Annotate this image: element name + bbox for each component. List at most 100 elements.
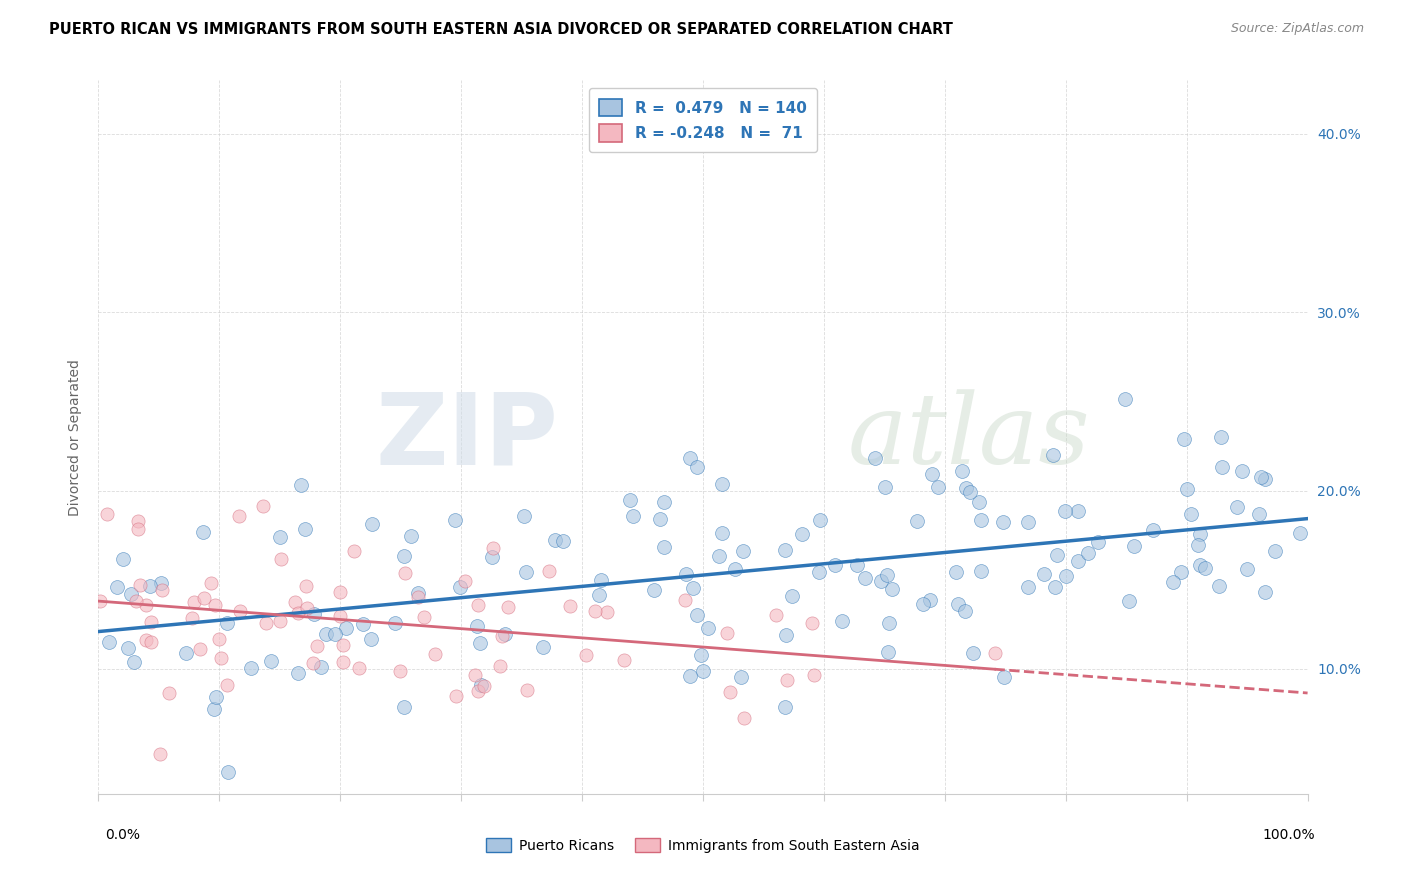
Point [105,580,128,594]
Point [967,495,990,509]
Point [139,579,162,593]
Point [449,580,471,594]
Point [217,616,239,631]
Point [955,604,977,618]
Point [773,700,796,714]
Y-axis label: Divorced or Separated: Divorced or Separated [67,359,82,516]
Point [183,595,205,609]
Point [613,653,636,667]
Point [643,583,665,598]
Point [1264,544,1286,558]
Point [494,627,516,641]
Point [1170,565,1192,579]
Point [696,622,718,636]
Point [595,605,617,619]
Point [1142,523,1164,537]
Point [927,480,949,494]
Point [876,567,898,582]
Point [204,599,226,613]
Point [589,574,612,588]
Point [716,626,738,640]
Point [139,615,162,630]
Point [239,660,262,674]
Point [217,678,239,692]
Point [120,587,142,601]
Point [1289,526,1312,541]
Point [361,517,384,532]
Point [399,529,422,543]
Point [1161,575,1184,590]
Point [284,595,307,609]
Point [157,686,180,700]
Point [394,566,416,580]
Point [1253,472,1275,486]
Point [724,562,747,576]
Point [474,679,496,693]
Point [1032,566,1054,581]
Point [1087,535,1109,549]
Point [482,541,505,556]
Point [392,700,415,714]
Point [1187,538,1209,552]
Point [150,582,173,597]
Text: Source: ZipAtlas.com: Source: ZipAtlas.com [1230,22,1364,36]
Point [875,480,897,494]
Point [1208,578,1230,592]
Point [686,459,709,474]
Point [679,450,702,465]
Point [302,607,325,621]
Point [135,633,157,648]
Point [1054,569,1077,583]
Point [467,598,489,612]
Point [406,591,429,605]
Point [654,495,676,509]
Point [905,514,928,528]
Point [733,544,755,558]
Point [1017,516,1039,530]
Point [718,685,741,699]
Point [711,526,734,541]
Point [1211,460,1233,475]
Point [1209,430,1232,444]
Point [406,586,429,600]
Point [125,593,148,607]
Point [149,747,172,761]
Point [675,567,697,582]
Point [877,645,900,659]
Point [481,550,503,565]
Point [1175,482,1198,496]
Point [583,604,606,618]
Point [392,549,415,563]
Point [491,629,513,643]
Point [1042,449,1064,463]
Point [918,592,941,607]
Point [673,593,696,607]
Point [200,576,222,591]
Point [515,566,537,580]
Point [174,646,197,660]
Point [776,673,799,687]
Point [551,533,574,548]
Point [112,552,135,566]
Point [124,655,146,669]
Point [1230,464,1253,478]
Point [1236,562,1258,576]
Point [181,611,204,625]
Point [1180,508,1202,522]
Point [882,582,904,597]
Point [1054,504,1077,518]
Point [498,600,520,615]
Point [270,552,292,566]
Point [204,702,226,716]
Point [335,621,357,635]
Point [412,610,434,624]
Point [1017,580,1039,594]
Point [208,632,231,646]
Text: atlas: atlas [848,390,1091,484]
Point [512,508,534,523]
Point [808,512,831,526]
Point [302,656,325,670]
Point [560,599,582,614]
Point [384,616,406,631]
Point [329,608,352,623]
